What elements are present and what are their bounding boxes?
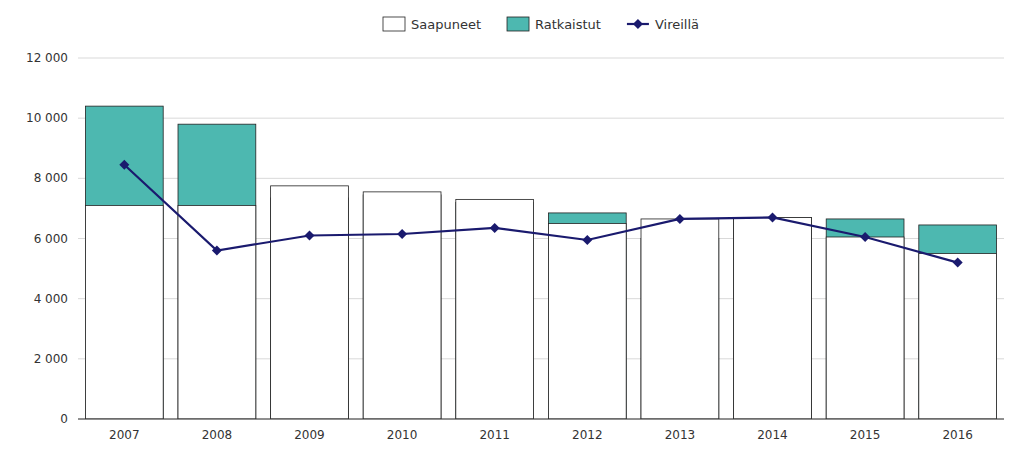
x-tick-label: 2016 bbox=[942, 428, 973, 442]
line-marker bbox=[953, 258, 963, 268]
legend-label: Ratkaistut bbox=[535, 17, 601, 32]
legend-label: Vireillä bbox=[655, 17, 699, 32]
bar bbox=[826, 219, 904, 419]
chart-svg: 0 2 000 4 000 6 000 8 000 10 000 12 000 2007 200… bbox=[0, 0, 1024, 459]
legend-item: Ratkaistut bbox=[507, 17, 601, 32]
y-tick-label: 2 000 bbox=[34, 352, 68, 366]
x-tick-label: 2008 bbox=[202, 428, 233, 442]
grid-line bbox=[78, 419, 1004, 420]
bar bbox=[178, 124, 256, 419]
grid bbox=[78, 58, 1004, 419]
legend-item: Vireillä bbox=[627, 17, 699, 32]
line-marker bbox=[119, 160, 129, 170]
bar bbox=[271, 186, 349, 419]
legend-item: Saapuneet bbox=[383, 17, 481, 32]
bar bbox=[734, 217, 812, 419]
bar bbox=[548, 213, 626, 419]
legend-swatch-marker bbox=[633, 19, 643, 29]
line-marker bbox=[860, 232, 870, 242]
bar bbox=[548, 223, 626, 419]
legend-swatch bbox=[383, 17, 405, 31]
bar bbox=[363, 192, 441, 419]
marks bbox=[85, 106, 996, 419]
y-tick-label: 0 bbox=[60, 412, 68, 426]
line-marker bbox=[305, 230, 315, 240]
y-tick-label: 10 000 bbox=[26, 111, 68, 125]
bar bbox=[178, 205, 256, 419]
legend-label: Saapuneet bbox=[411, 17, 481, 32]
line-marker bbox=[582, 235, 592, 245]
line-marker bbox=[490, 223, 500, 233]
x-axis-line bbox=[78, 419, 1004, 420]
chart-container: 0 2 000 4 000 6 000 8 000 10 000 12 000 2007 200… bbox=[0, 0, 1024, 459]
line-marker bbox=[768, 212, 778, 222]
x-tick-label: 2015 bbox=[850, 428, 881, 442]
legend: Saapuneet Ratkaistut Vireillä bbox=[383, 17, 699, 32]
lines bbox=[119, 160, 962, 268]
x-tick-label: 2013 bbox=[665, 428, 696, 442]
bar-series bbox=[85, 106, 996, 419]
x-tick-label: 2012 bbox=[572, 428, 603, 442]
x-tick-label: 2009 bbox=[294, 428, 325, 442]
line-marker bbox=[212, 246, 222, 256]
bar bbox=[734, 217, 812, 419]
grid-line bbox=[78, 58, 1004, 59]
bar bbox=[641, 219, 719, 419]
y-tick-label: 4 000 bbox=[34, 292, 68, 306]
x-tick-label: 2010 bbox=[387, 428, 418, 442]
line-marker bbox=[397, 229, 407, 239]
x-tick-label: 2007 bbox=[109, 428, 140, 442]
x-tick-label: 2011 bbox=[479, 428, 510, 442]
bar-series bbox=[85, 186, 996, 419]
line bbox=[124, 165, 957, 263]
y-tick-label: 8 000 bbox=[34, 171, 68, 185]
x-tick-label: 2014 bbox=[757, 428, 788, 442]
bar bbox=[826, 237, 904, 419]
bar bbox=[85, 205, 163, 419]
bar bbox=[919, 254, 997, 419]
grid-line bbox=[78, 118, 1004, 119]
bar bbox=[85, 106, 163, 419]
y-tick-label: 6 000 bbox=[34, 232, 68, 246]
line-marker bbox=[675, 214, 685, 224]
legend-swatch bbox=[507, 17, 529, 31]
axes: 0 2 000 4 000 6 000 8 000 10 000 12 000 2007 200… bbox=[26, 51, 973, 442]
y-tick-label: 12 000 bbox=[26, 51, 68, 65]
